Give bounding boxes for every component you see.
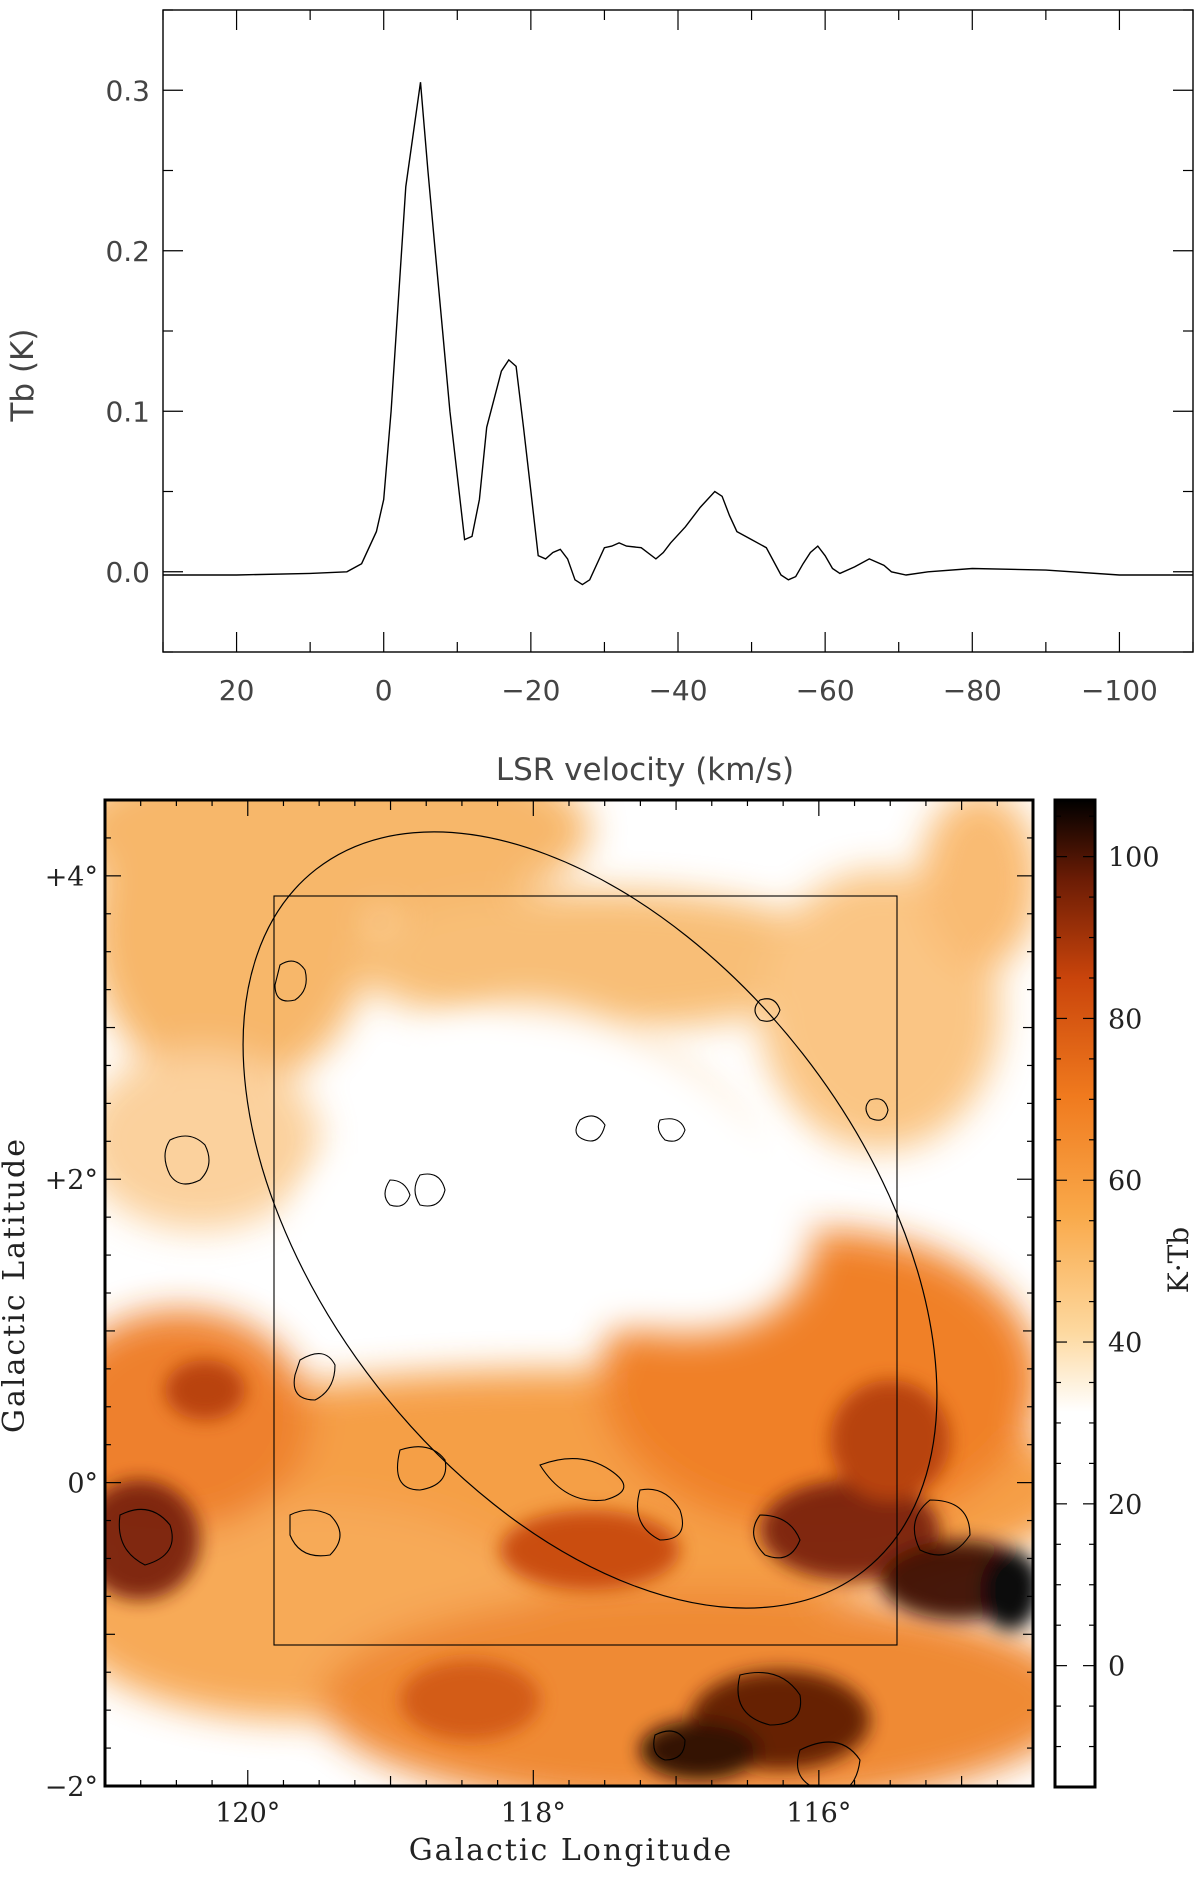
y-tick-label: 0.3: [105, 74, 150, 107]
y-tick-label: 0.0: [105, 556, 150, 589]
map-y-tick-label: +4°: [45, 862, 98, 893]
map-chart: 120° 118° 116° +4° +2° 0° −2° Galactic Longit…: [0, 798, 1195, 1868]
x-tick-label: −60: [796, 674, 855, 707]
map-x-ticks: 120° 118° 116°: [104, 800, 1034, 1829]
colorbar: [1053, 798, 1097, 1789]
map-x-tick-label: 120°: [215, 1798, 280, 1829]
colorbar-tick-label: 100: [1108, 843, 1160, 874]
colorbar-tick-label: 60: [1108, 1166, 1142, 1197]
shell-ellipse: [242, 831, 938, 1609]
colorbar-label: K·Tb: [1162, 1227, 1195, 1293]
spectrum-chart: 20 0 −20 −40 −60 −80 −100 0.0 0.1 0.2 0.3 LSR vel…: [5, 9, 1194, 788]
region-rectangle: [273, 895, 898, 1646]
colorbar-tick-label: 20: [1108, 1490, 1142, 1521]
y-tick-label: 0.2: [105, 235, 150, 268]
x-tick-label: −100: [1081, 674, 1158, 707]
map-y-tick-label: −2°: [45, 1772, 98, 1803]
map-y-label: Galactic Latitude: [0, 1137, 32, 1433]
x-tick-label: 20: [219, 674, 255, 707]
map-x-tick-label: 116°: [786, 1798, 851, 1829]
spectrum-x-ticks: 20 0 −20 −40 −60 −80 −100: [162, 10, 1194, 707]
colorbar-ticks: 100 80 60 40 20 0: [1055, 815, 1160, 1748]
colorbar-tick-label: 0: [1108, 1652, 1125, 1683]
map-contours: [118, 960, 971, 1786]
x-tick-label: −20: [501, 674, 560, 707]
spectrum-frame: [162, 9, 1194, 653]
colorbar-tick-label: 80: [1108, 1004, 1142, 1035]
x-tick-label: −80: [943, 674, 1002, 707]
x-tick-label: −40: [648, 674, 707, 707]
map-y-ticks: +4° +2° 0° −2°: [45, 799, 1033, 1803]
spectrum-y-ticks: 0.0 0.1 0.2 0.3: [105, 9, 1193, 653]
map-image: [105, 800, 1033, 1786]
spectrum-y-label: Tb (K): [5, 329, 41, 423]
colorbar-tick-label: 40: [1108, 1328, 1142, 1359]
map-y-tick-label: +2°: [45, 1165, 98, 1196]
spectrum-line: [163, 82, 1193, 586]
y-tick-label: 0.1: [105, 395, 150, 428]
map-x-tick-label: 118°: [501, 1798, 566, 1829]
map-x-label: Galactic Longitude: [409, 1833, 734, 1868]
x-tick-label: 0: [375, 674, 393, 707]
map-y-tick-label: 0°: [67, 1469, 98, 1500]
spectrum-x-label: LSR velocity (km/s): [496, 752, 794, 788]
